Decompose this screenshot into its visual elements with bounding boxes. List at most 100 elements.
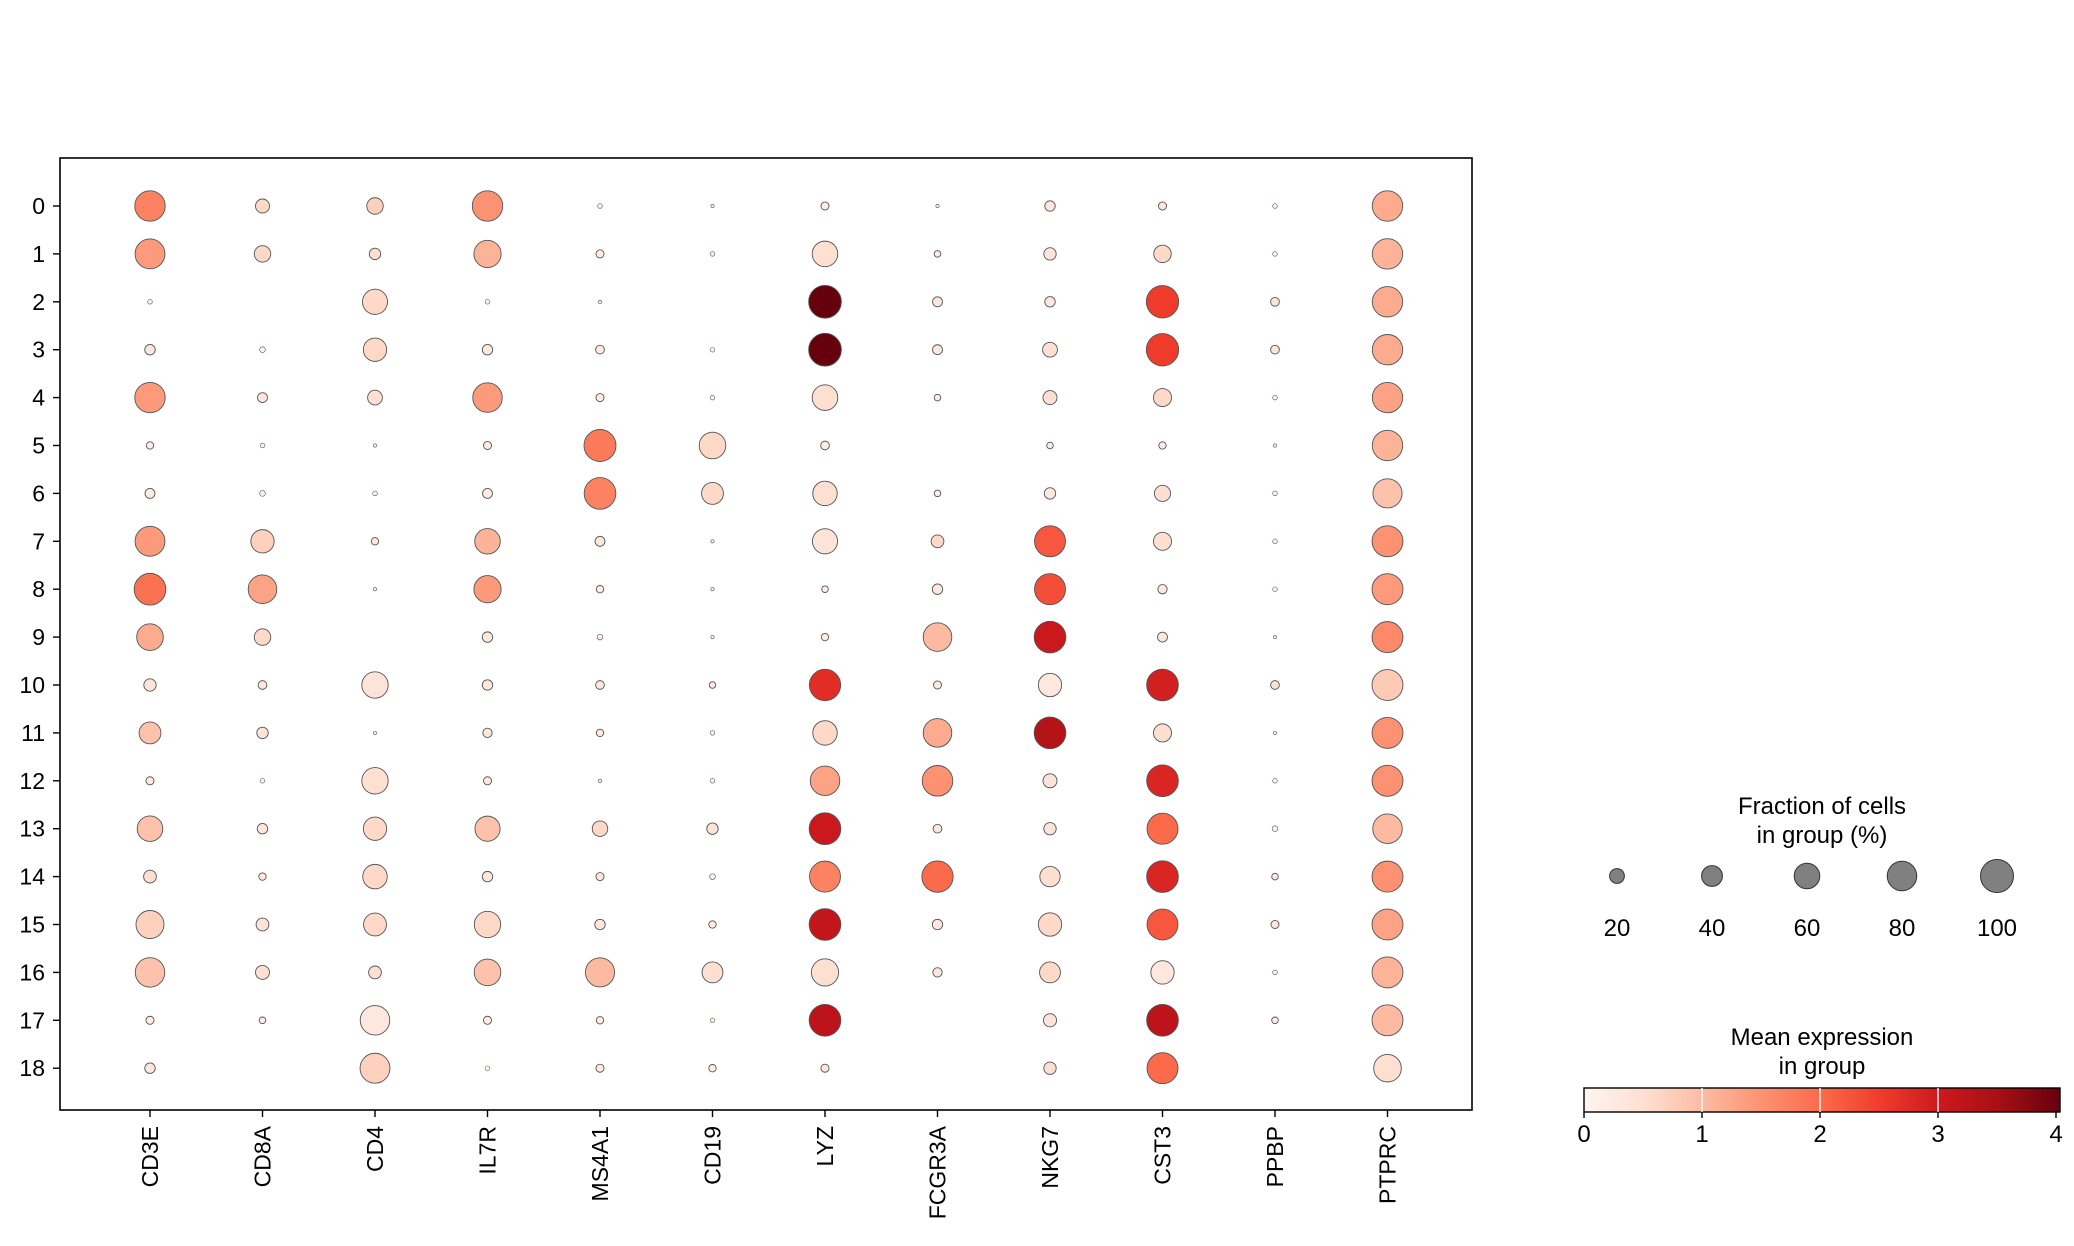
dot-FCGR3A-group-1 — [933, 250, 942, 258]
dot-MS4A1-group-6 — [583, 477, 617, 510]
dot-CD3E-group-2 — [147, 299, 153, 305]
dot-NKG7-group-12 — [1042, 773, 1058, 789]
dot-CD4-group-16 — [368, 965, 382, 980]
dot-LYZ-group-0 — [820, 201, 830, 211]
dot-PTPRC-group-1 — [1371, 238, 1404, 270]
dot-NKG7-group-14 — [1039, 865, 1061, 888]
plot-area — [59, 157, 1473, 1111]
dot-CST3-group-12 — [1146, 764, 1179, 798]
size-legend-marker — [1793, 862, 1821, 890]
dot-FCGR3A-group-3 — [932, 344, 943, 356]
dot-PTPRC-group-4 — [1371, 381, 1404, 414]
dot-FCGR3A-group-10 — [933, 680, 942, 690]
size-legend: Fraction of cells in group (%) 20 40 60 80 1… — [1604, 793, 2017, 942]
dot-CD4-group-11 — [373, 730, 377, 735]
dot-MS4A1-group-16 — [584, 957, 616, 988]
dot-CD8A-group-16 — [255, 964, 270, 980]
dot-PPBP-group-14 — [1271, 872, 1279, 881]
dot-NKG7-group-1 — [1043, 247, 1057, 261]
x-tick-label-lyz: LYZ — [812, 1126, 838, 1166]
size-legend-marker — [1609, 868, 1625, 884]
dot-CD19-group-11 — [709, 730, 716, 736]
y-tick-label: 4 — [32, 385, 45, 411]
size-legend-label: 60 — [1794, 915, 1821, 942]
dot-CD3E-group-13 — [136, 815, 164, 842]
dot-CD3E-group-3 — [144, 344, 156, 356]
dot-CD3E-group-7 — [134, 525, 166, 557]
dot-CST3-group-15 — [1146, 908, 1179, 941]
dot-CD8A-group-0 — [255, 198, 270, 214]
dot-CD19-group-16 — [701, 961, 724, 984]
dot-FCGR3A-group-0 — [935, 204, 940, 208]
dot-MS4A1-group-4 — [595, 393, 605, 403]
dot-LYZ-group-11 — [812, 720, 838, 746]
dot-CD8A-group-8 — [247, 574, 278, 604]
dot-CD19-group-1 — [709, 251, 716, 257]
dot-CST3-group-14 — [1146, 860, 1179, 893]
dot-IL7R-group-9 — [481, 631, 494, 643]
dot-PPBP-group-7 — [1272, 538, 1278, 544]
dot-CD4-group-15 — [363, 912, 387, 937]
dot-NKG7-group-3 — [1042, 341, 1058, 358]
dot-CST3-group-9 — [1157, 631, 1168, 643]
dot-CD3E-group-12 — [145, 776, 155, 786]
colorbar — [1583, 1087, 2061, 1113]
dot-MS4A1-group-7 — [594, 535, 606, 547]
dot-CD4-group-13 — [362, 816, 388, 841]
dot-MS4A1-group-11 — [595, 728, 605, 738]
dot-CD3E-group-0 — [134, 190, 166, 222]
dot-PTPRC-group-11 — [1371, 716, 1404, 749]
dot-LYZ-group-9 — [820, 632, 830, 642]
dot-FCGR3A-group-4 — [933, 393, 942, 402]
y-tick-label: 15 — [19, 912, 45, 938]
dot-PPBP-group-11 — [1273, 730, 1277, 735]
dot-LYZ-group-15 — [808, 908, 842, 941]
dot-markers — [133, 190, 1404, 1085]
x-tick-label-ptprc: PTPRC — [1375, 1126, 1401, 1204]
colorbar-ticks: 0 1 2 3 4 — [1577, 1088, 2063, 1148]
x-tick-label-fcgr3a: FCGR3A — [925, 1125, 951, 1219]
dot-CD8A-group-5 — [259, 442, 266, 449]
dot-IL7R-group-5 — [483, 441, 492, 450]
x-axis-ticks: CD3E CD8A CD4 IL7R MS4A1 CD19 LYZ FCGR3A NKG7 CST… — [137, 1110, 1401, 1219]
dot-MS4A1-group-2 — [598, 299, 602, 304]
dot-CST3-group-6 — [1153, 484, 1172, 502]
dot-IL7R-group-1 — [473, 239, 502, 268]
y-tick-label: 12 — [19, 768, 45, 794]
dot-CD4-group-0 — [366, 197, 384, 215]
dot-CST3-group-16 — [1150, 960, 1175, 985]
y-tick-label: 17 — [19, 1007, 45, 1033]
y-tick-label: 3 — [32, 337, 45, 363]
dot-PTPRC-group-0 — [1371, 190, 1404, 222]
dot-CD8A-group-13 — [256, 823, 269, 835]
dot-CST3-group-18 — [1146, 1052, 1179, 1085]
x-tick-label-ppbp: PPBP — [1262, 1126, 1288, 1187]
dot-CD8A-group-4 — [257, 392, 268, 403]
dot-LYZ-group-17 — [808, 1004, 842, 1037]
dot-CD8A-group-11 — [256, 726, 269, 740]
dot-NKG7-group-13 — [1043, 822, 1057, 836]
dot-PTPRC-group-17 — [1371, 1004, 1404, 1037]
dot-PTPRC-group-15 — [1371, 908, 1404, 941]
dot-CD4-group-18 — [359, 1052, 391, 1084]
dot-LYZ-group-7 — [811, 528, 839, 555]
dot-PPBP-group-4 — [1272, 394, 1278, 401]
dot-CD3E-group-11 — [138, 721, 162, 745]
dot-LYZ-group-2 — [808, 285, 842, 319]
dot-FCGR3A-group-14 — [921, 860, 954, 893]
dot-IL7R-group-14 — [481, 870, 494, 883]
dot-IL7R-group-0 — [471, 190, 504, 222]
dot-CD8A-group-6 — [259, 490, 266, 497]
dot-LYZ-group-6 — [812, 480, 838, 507]
dot-CD19-group-18 — [708, 1064, 717, 1073]
x-tick-label-cd8a: CD8A — [250, 1125, 276, 1187]
dot-CST3-group-7 — [1153, 531, 1172, 551]
dot-CD4-group-1 — [368, 247, 382, 261]
y-tick-label: 7 — [32, 528, 45, 554]
dot-NKG7-group-0 — [1044, 200, 1056, 212]
dot-PPBP-group-1 — [1272, 251, 1278, 257]
dot-IL7R-group-12 — [483, 776, 492, 786]
y-tick-label: 9 — [32, 624, 45, 650]
dot-NKG7-group-5 — [1046, 441, 1054, 450]
dot-CD19-group-3 — [709, 347, 716, 353]
